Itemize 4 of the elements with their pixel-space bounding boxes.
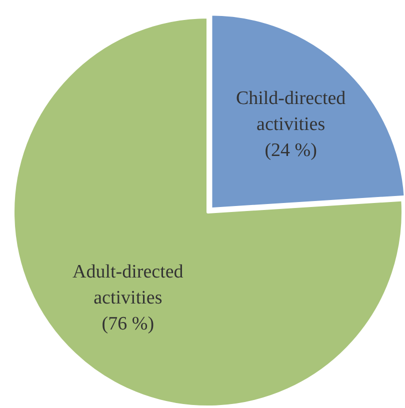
slice-label: Adult-directed activities: [72, 261, 184, 308]
slice-label: Child-directed activities: [236, 88, 346, 135]
data-label: (76 %): [102, 313, 154, 334]
data-label: (24 %): [264, 140, 317, 161]
